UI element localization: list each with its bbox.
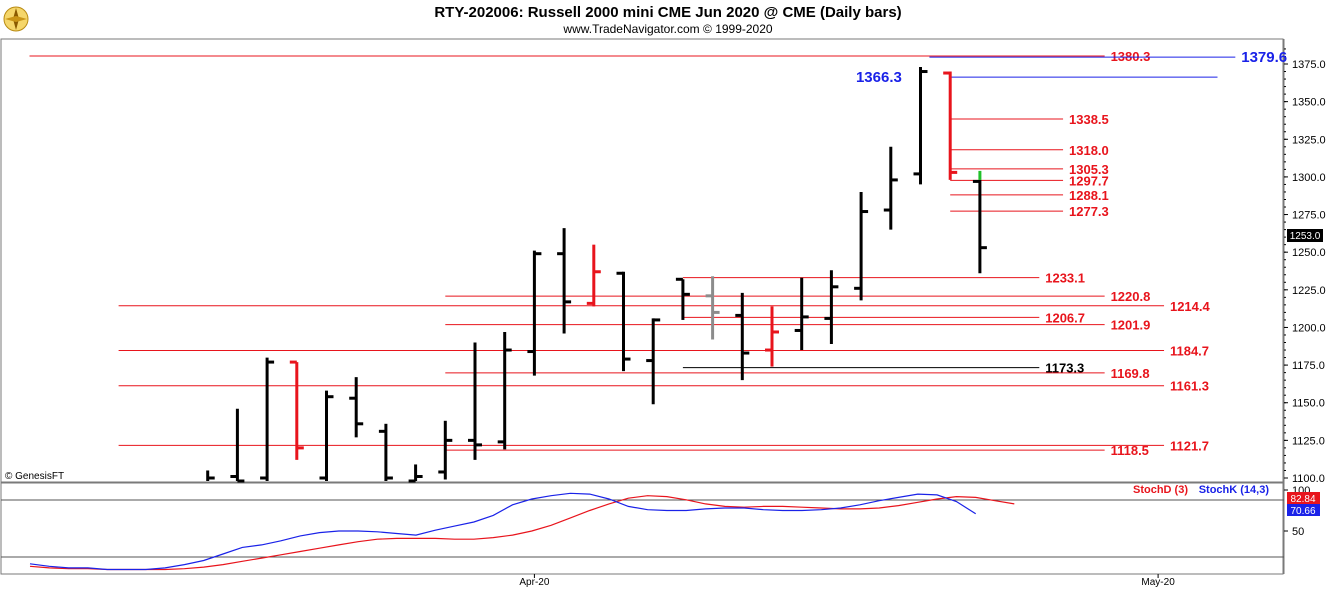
- level-label: 1118.5: [1111, 443, 1149, 458]
- price-tick-label: 1375.0: [1292, 59, 1326, 71]
- price-tick-label: 1125.0: [1292, 435, 1325, 447]
- stoch-k-last-box: [1287, 504, 1320, 516]
- stoch-k-line: [29, 492, 977, 571]
- level-label: 1201.9: [1111, 318, 1151, 333]
- level-label: 1161.3: [1170, 379, 1209, 394]
- stoch-d-last-box: [1287, 492, 1320, 504]
- stoch-k-last: 70.66: [1290, 506, 1315, 517]
- price-tick-label: 1325.0: [1292, 134, 1326, 146]
- chart-title: RTY-202006: Russell 2000 mini CME Jun 20…: [434, 4, 901, 21]
- price-panel: [0, 38, 1284, 483]
- x-tick-label: May-20: [1141, 577, 1175, 588]
- level-label: 1379.6: [1241, 49, 1287, 66]
- level-label: 1380.3: [1111, 49, 1151, 64]
- price-tick-label: 1100.0: [1292, 473, 1325, 485]
- level-label: 1366.3: [856, 69, 902, 86]
- stoch-d-legend: StochD (3): [1133, 484, 1188, 496]
- support-resistance-levels: 1380.3 1379.6 1366.3 1338.5 1318.0 1305.31297…: [29, 49, 1287, 458]
- level-label: 1288.1: [1069, 188, 1109, 203]
- price-tick-label: 1250.0: [1292, 247, 1326, 259]
- ohlc-bars: [206, 67, 987, 483]
- level-label: 1214.4: [1170, 299, 1211, 314]
- price-tick-label: 1150.0: [1292, 398, 1325, 410]
- level-label: 1220.8: [1111, 289, 1151, 304]
- stoch-tick-label: 50: [1292, 526, 1304, 538]
- level-label: 1121.7: [1170, 438, 1209, 453]
- level-label: 1318.0: [1069, 143, 1109, 158]
- price-tick-label: 1225.0: [1292, 285, 1326, 297]
- level-label: 1184.7: [1170, 343, 1209, 358]
- level-label: 1277.3: [1069, 204, 1109, 219]
- watermark: © GenesisFT: [5, 471, 64, 482]
- stochastic-lines: [1, 492, 1284, 571]
- price-axis-ticks: 1375.0 1350.0 1325.0 1300.0 1275.0 1250.0 1225…: [1284, 48, 1326, 485]
- level-label: 1233.1: [1045, 271, 1085, 286]
- x-tick-label: Apr-20: [519, 577, 549, 588]
- price-tick-label: 1275.0: [1292, 210, 1326, 222]
- level-label: 1338.5: [1069, 112, 1109, 127]
- stoch-d-line: [29, 495, 1015, 571]
- level-label: 1169.8: [1111, 366, 1150, 381]
- stoch-k-legend: StochK (14,3): [1199, 484, 1270, 496]
- price-tick-label: 1200.0: [1292, 322, 1326, 334]
- stochastic-panel: [0, 482, 1284, 575]
- price-tick-label: 1175.0: [1292, 360, 1325, 372]
- level-label: 1305.3: [1069, 162, 1109, 177]
- last-price-box: [1287, 229, 1323, 242]
- stoch-d-last: 82.84: [1290, 494, 1315, 505]
- price-tick-label: 1300.0: [1292, 172, 1326, 184]
- level-label: 1206.7: [1045, 310, 1085, 325]
- x-axis-labels: Apr-20 May-20: [519, 574, 1175, 588]
- level-label: 1173.3: [1045, 361, 1084, 376]
- price-tick-label: 1350.0: [1292, 97, 1326, 109]
- gold-compass-rose-icon: [3, 6, 29, 32]
- chart-subtitle: www.TradeNavigator.com © 1999-2020: [562, 22, 772, 36]
- last-price-label: 1253.0: [1290, 231, 1321, 242]
- level-label: 1297.7: [1069, 173, 1109, 188]
